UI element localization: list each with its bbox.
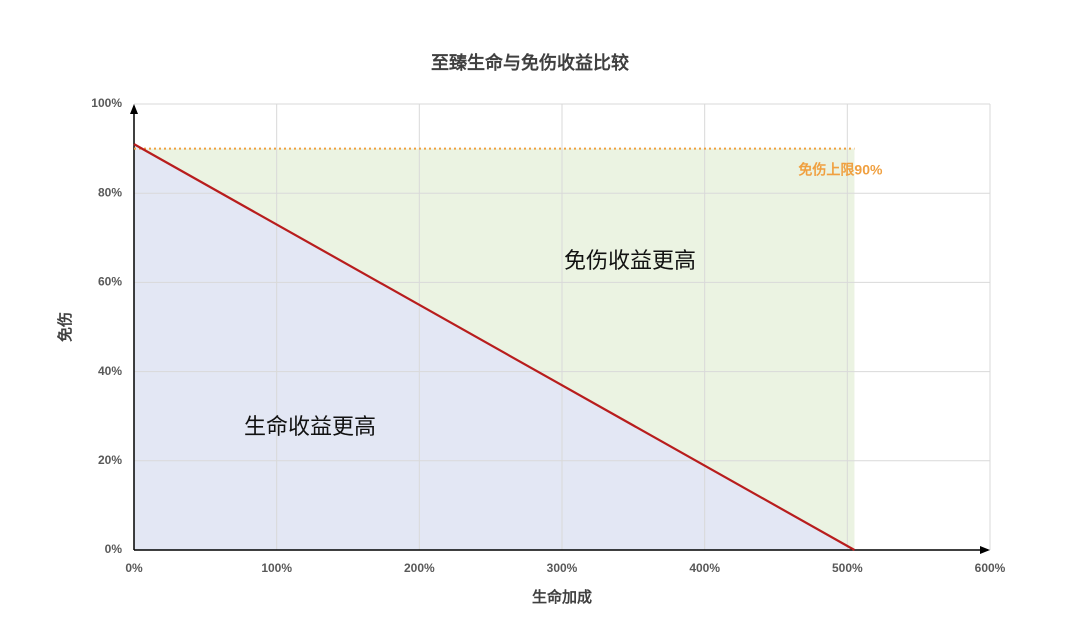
x-tick-label: 200% bbox=[404, 561, 435, 575]
y-tick-label: 0% bbox=[105, 542, 123, 556]
x-tick-label: 500% bbox=[832, 561, 863, 575]
x-tick-label: 0% bbox=[125, 561, 143, 575]
area-label: 生命收益更高 bbox=[244, 414, 376, 439]
x-tick-label: 300% bbox=[547, 561, 578, 575]
y-tick-label: 40% bbox=[98, 364, 122, 378]
y-axis-label: 免伤 bbox=[56, 312, 74, 342]
x-axis-label: 生命加成 bbox=[532, 588, 592, 606]
area-label: 免伤收益更高 bbox=[564, 248, 696, 273]
chart-title: 至臻生命与免伤收益比较 bbox=[431, 52, 629, 73]
y-tick-label: 100% bbox=[91, 96, 122, 110]
y-tick-label: 60% bbox=[98, 275, 122, 289]
x-tick-label: 600% bbox=[975, 561, 1006, 575]
reference-label: 免伤上限90% bbox=[798, 161, 883, 177]
x-axis-arrow bbox=[980, 546, 990, 554]
y-tick-label: 80% bbox=[98, 185, 122, 199]
data-line bbox=[133, 143, 856, 551]
x-tick-label: 100% bbox=[261, 561, 292, 575]
x-tick-label: 400% bbox=[689, 561, 720, 575]
y-tick-label: 20% bbox=[98, 453, 122, 467]
y-axis-arrow bbox=[130, 104, 138, 114]
